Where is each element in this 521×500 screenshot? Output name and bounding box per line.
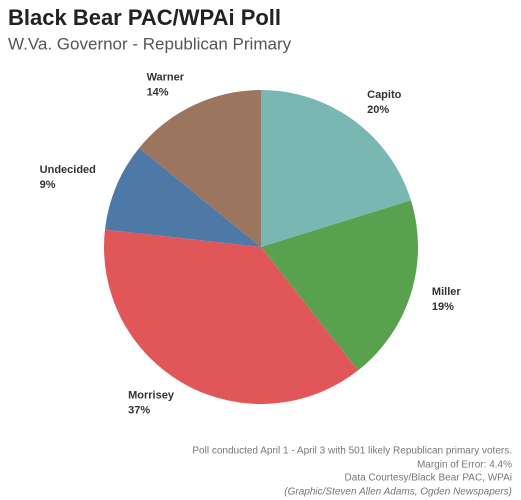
slice-value-label: 14% bbox=[147, 86, 169, 98]
pie-slice bbox=[261, 200, 418, 371]
slice-value-label: 37% bbox=[128, 404, 150, 416]
pie-slice bbox=[104, 229, 359, 404]
slice-label: Capito bbox=[367, 89, 402, 101]
slice-value-label: 20% bbox=[367, 104, 389, 116]
note: Data Courtesy/Black Bear PAC, WPAi bbox=[345, 473, 512, 484]
slice-label: Undecided bbox=[40, 164, 96, 176]
slice-label: Warner bbox=[147, 71, 185, 83]
chart-subtitle: W.Va. Governor - Republican Primary bbox=[8, 34, 292, 53]
slice-label: Miller bbox=[432, 286, 461, 298]
chart-title: Black Bear PAC/WPAi Poll bbox=[8, 5, 281, 30]
pie-slice bbox=[139, 90, 261, 247]
slice-value-label: 9% bbox=[40, 179, 56, 191]
note: Poll conducted April 1 - April 3 with 50… bbox=[192, 446, 512, 457]
pie-slice bbox=[261, 90, 411, 247]
slice-label: Morrisey bbox=[128, 389, 175, 401]
note: (Graphic/Steven Allen Adams, Ogden Newsp… bbox=[284, 487, 512, 498]
slice-value-label: 19% bbox=[432, 301, 454, 313]
pie-slice bbox=[104, 148, 261, 247]
note: Margin of Error: 4.4% bbox=[417, 460, 512, 471]
